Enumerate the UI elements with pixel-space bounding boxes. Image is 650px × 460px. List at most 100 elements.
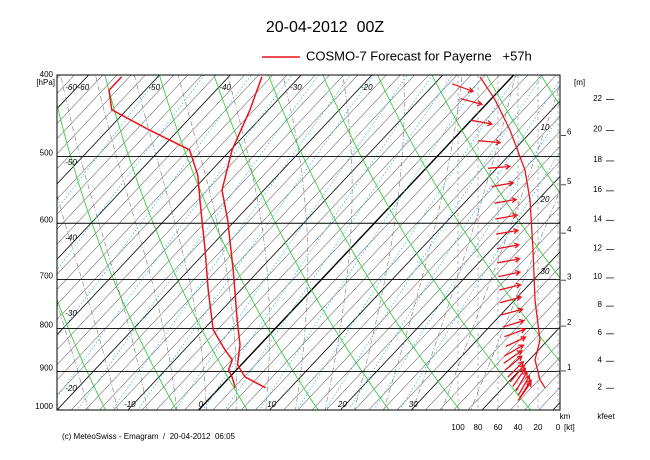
moist-adiabat: [60, 75, 148, 410]
kfeet-tick-label: 4: [598, 355, 603, 364]
moist-adiabat: [57, 193, 118, 410]
isotherm-label-top: -30: [290, 83, 302, 92]
km-label: km: [560, 412, 571, 421]
dry-adiabat: [377, 75, 560, 363]
wind-tick-label: 80: [474, 423, 483, 432]
wind-panel-label: 30: [541, 267, 550, 276]
isotherm: [57, 75, 245, 275]
isotherm: [453, 296, 560, 410]
isotherm: [85, 75, 401, 410]
wind-arrow: [515, 370, 528, 392]
kfeet-tick-label: 16: [593, 185, 602, 194]
mixing-ratio-line: [348, 79, 560, 410]
moist-adiabat: [227, 75, 270, 410]
mixing-ratio-line: [76, 75, 319, 410]
dry-adiabat: [57, 102, 177, 410]
isotherm: [311, 145, 560, 410]
wind-arrow: [487, 163, 512, 170]
moist-adiabat: [57, 302, 89, 410]
isotherm: [57, 75, 273, 305]
isotherm: [57, 75, 316, 351]
isotherm-label-left: -40: [65, 234, 77, 243]
moist-adiabat: [441, 83, 560, 410]
footer: (c) MeteoSwiss - Emagram / 20-04-2012 06…: [62, 432, 236, 441]
y-tick-label: 800: [40, 321, 54, 330]
wind-arrow: [496, 242, 521, 250]
isotherm: [57, 75, 174, 200]
wind-arrow: [451, 83, 475, 93]
isotherm: [226, 75, 543, 410]
dry-adiabat: [158, 75, 319, 410]
dewpoint-profile: [108, 76, 236, 389]
isotherm: [354, 191, 560, 410]
wind-arrow: [503, 344, 525, 357]
isotherm: [368, 206, 560, 410]
y-axis-unit: [hPa]: [36, 78, 55, 87]
temperature-profile: [221, 76, 266, 389]
isotherm: [198, 75, 515, 410]
wind-arrow: [494, 196, 518, 204]
km-tick-label: 1: [567, 363, 572, 372]
isotherm: [184, 75, 500, 410]
isotherm: [57, 75, 146, 170]
wind-arrow: [502, 318, 526, 328]
y-tick-label: 500: [40, 149, 54, 158]
isotherm: [57, 75, 160, 185]
wind-tick-label: 20: [534, 423, 543, 432]
isotherm-label-left: -30: [65, 309, 77, 318]
isotherm: [71, 75, 387, 410]
isotherm: [396, 236, 560, 410]
isotherm: [57, 75, 358, 396]
wind-arrow: [501, 307, 524, 316]
wind-arrow: [503, 349, 523, 364]
x-tick-label: 10: [267, 400, 276, 409]
y-tick-label: 900: [40, 364, 54, 373]
wind-arrow: [497, 256, 521, 264]
wind-arrow: [509, 364, 526, 383]
background-lines: [57, 75, 560, 410]
m-label: [m]: [574, 78, 585, 87]
isotherm: [481, 326, 560, 410]
km-tick-label: 3: [567, 272, 572, 281]
y-tick-label: 700: [40, 272, 54, 281]
dry-adiabat: [322, 75, 532, 410]
dry-adiabat: [268, 75, 461, 410]
wind-tick-label: 40: [514, 423, 523, 432]
wind-arrow: [496, 228, 520, 235]
isotherm: [425, 266, 560, 410]
plot-frame: [56, 74, 561, 411]
wind-speed-profile: [479, 76, 546, 389]
isotherm: [141, 75, 458, 410]
kfeet-label: kfeet: [597, 412, 615, 421]
wind-arrow: [470, 119, 494, 127]
isotherm: [57, 75, 302, 336]
x-tick-label: 20: [337, 400, 347, 409]
moist-adiabat: [354, 75, 405, 410]
kfeet-tick-label: 14: [593, 214, 602, 223]
isotherm-label-top: -40: [219, 83, 231, 92]
kfeet-tick-label: 2: [598, 382, 603, 391]
isotherm: [496, 341, 560, 410]
wind-panel-label: 20: [540, 195, 550, 204]
isotherm-label-left: -20: [65, 384, 77, 393]
legend-label: COSMO-7 Forecast for Payerne +57h: [306, 48, 532, 63]
isotherm: [269, 100, 560, 410]
isotherm-label-left: -60: [65, 83, 77, 92]
wind-arrow: [504, 355, 523, 371]
isotherm-label-top: -60: [78, 83, 90, 92]
wind-arrow: [512, 367, 527, 387]
mixing-ratio-line: [399, 151, 560, 410]
isotherm: [57, 75, 373, 410]
dry-adiabat: [485, 75, 560, 194]
wind-arrow: [478, 139, 502, 146]
wind-arrow: [517, 374, 531, 396]
wind-tick-label: 0: [556, 423, 561, 432]
isotherm: [57, 75, 118, 140]
y-tick-label: 600: [40, 215, 54, 224]
isotherm: [57, 75, 330, 366]
isotherm: [326, 161, 560, 410]
moist-adiabat: [282, 75, 309, 410]
isotherm: [170, 75, 486, 410]
